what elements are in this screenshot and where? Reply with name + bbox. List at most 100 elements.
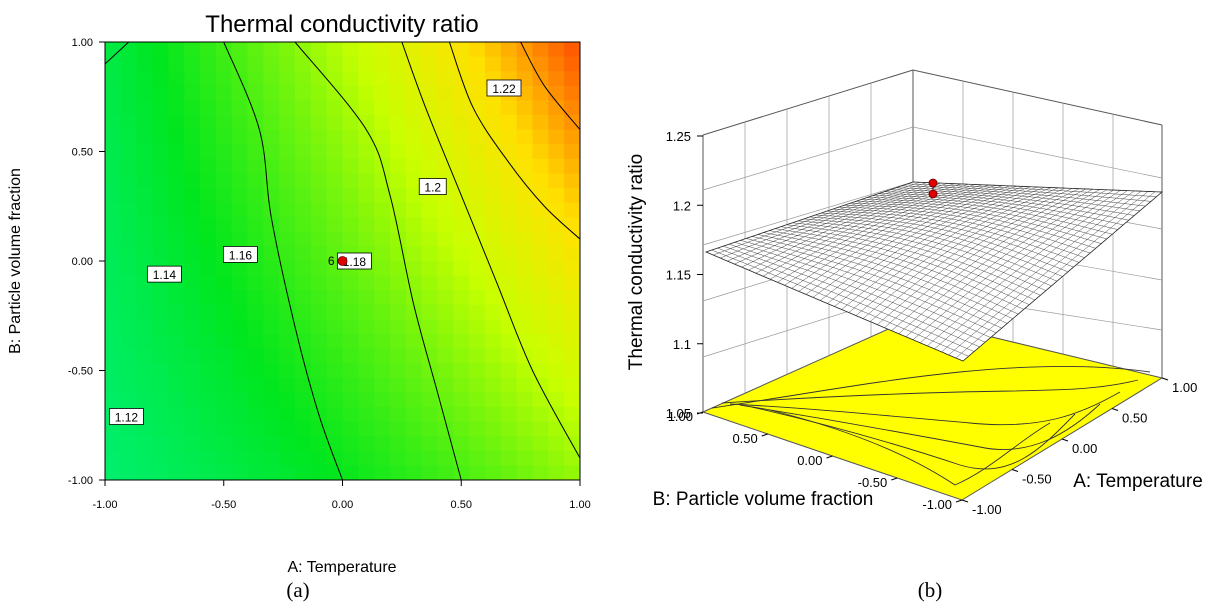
heatmap-cell [548, 85, 565, 101]
heatmap-cell [295, 363, 312, 379]
y-tick-label: 0.00 [72, 256, 93, 268]
mesh-line [895, 187, 1146, 207]
heatmap-cell [516, 450, 534, 466]
heatmap-cell [405, 465, 423, 480]
heatmap-cell [358, 392, 375, 408]
heatmap-cell [485, 217, 502, 233]
heatmap-cell [105, 334, 122, 350]
heatmap-cell [548, 450, 565, 466]
heatmap-cell [168, 363, 185, 379]
heatmap-cell [421, 290, 439, 306]
x-tick-label: -1.00 [972, 502, 1002, 517]
heatmap-cell [437, 450, 454, 466]
heatmap-cell [105, 158, 122, 174]
heatmap-cell [215, 188, 233, 204]
heatmap-cell [120, 363, 138, 379]
mesh-line [884, 191, 1135, 216]
heatmap-cell [152, 334, 169, 350]
mesh-line [948, 191, 1149, 356]
contour-line [105, 42, 130, 65]
heatmap-cell [405, 100, 423, 116]
heatmap-cell [516, 115, 534, 131]
heatmap-cell [390, 436, 407, 452]
heatmap-cell [263, 100, 280, 116]
heatmap-cell [184, 290, 201, 306]
heatmap-cell [136, 158, 154, 174]
heatmap-cell [200, 115, 217, 131]
heatmap-cell [184, 275, 201, 291]
svg-text:1.18: 1.18 [343, 255, 367, 269]
heatmap-cell [469, 290, 486, 306]
heatmap-cell [532, 56, 549, 72]
heatmap-cell [263, 246, 280, 262]
heatmap-cell [310, 85, 328, 101]
heatmap-cell [152, 42, 169, 58]
heatmap-cell [120, 115, 138, 131]
heatmap-cell [548, 275, 565, 291]
heatmap-cell [342, 42, 359, 58]
heatmap-cell [295, 377, 312, 393]
heatmap-cell [263, 334, 280, 350]
heatmap-cell [200, 450, 217, 466]
heatmap-cell [390, 173, 407, 189]
heatmap-cell [516, 304, 534, 320]
heatmap-cell [564, 290, 580, 306]
heatmap-cell [120, 246, 138, 262]
contour-y-axis-ticks: -1.00 -0.50 0.00 0.50 1.00 [68, 37, 105, 487]
heatmap-cell [279, 56, 296, 72]
heatmap-cell [516, 231, 534, 247]
heatmap-cell [405, 377, 423, 393]
heatmap-cell [231, 436, 249, 452]
heatmap-cell [200, 421, 217, 437]
heatmap-cell [358, 363, 375, 379]
heatmap-cell [390, 450, 407, 466]
heatmap-cell [231, 465, 249, 480]
heatmap-cell [105, 275, 122, 291]
heatmap-cell [405, 42, 423, 58]
heatmap-cell [263, 319, 280, 335]
heatmap-cell [532, 188, 549, 204]
heatmap-cell [421, 261, 439, 277]
heatmap-cell [500, 465, 518, 480]
heatmap-cell [105, 129, 122, 145]
heatmap-cell [152, 202, 169, 218]
heatmap-cell [310, 319, 328, 335]
heatmap-cell [469, 231, 486, 247]
heatmap-cell [532, 246, 549, 262]
surface-x-axis-label: A: Temperature [1073, 471, 1203, 492]
heatmap-cell [215, 129, 233, 145]
heatmap-cell [247, 407, 264, 423]
heatmap-cell [152, 100, 169, 116]
heatmap-cell [453, 450, 470, 466]
heatmap-cell [200, 231, 217, 247]
contour-label: 1.18 [336, 252, 372, 270]
heatmap-cell [485, 275, 502, 291]
heatmap-cell [453, 275, 470, 291]
contour-lines [105, 42, 580, 480]
heatmap-cell [215, 392, 233, 408]
x-tick-mark [1061, 438, 1069, 442]
heatmap-cell [516, 334, 534, 350]
floor-contour-line [721, 379, 1139, 404]
heatmap-cell [168, 144, 185, 160]
heatmap-cell [453, 304, 470, 320]
heatmap-cell [184, 377, 201, 393]
heatmap-cell [168, 202, 185, 218]
heatmap-cell [469, 85, 486, 101]
heatmap-cell [136, 392, 154, 408]
heatmap-cell [342, 231, 359, 247]
heatmap-cell [231, 319, 249, 335]
heatmap-cell [310, 158, 328, 174]
x-tick-label: 0.50 [1122, 411, 1147, 426]
heatmap-cell [548, 56, 565, 72]
heatmap-cell [231, 217, 249, 233]
heatmap-cell [152, 173, 169, 189]
mesh-line [962, 191, 1163, 362]
heatmap-cell [564, 56, 580, 72]
heatmap-cell [500, 392, 518, 408]
heatmap-cell [200, 319, 217, 335]
heatmap-cell [469, 304, 486, 320]
heatmap-cell [532, 129, 549, 145]
heatmap-cell [295, 450, 312, 466]
heatmap-cell [548, 377, 565, 393]
